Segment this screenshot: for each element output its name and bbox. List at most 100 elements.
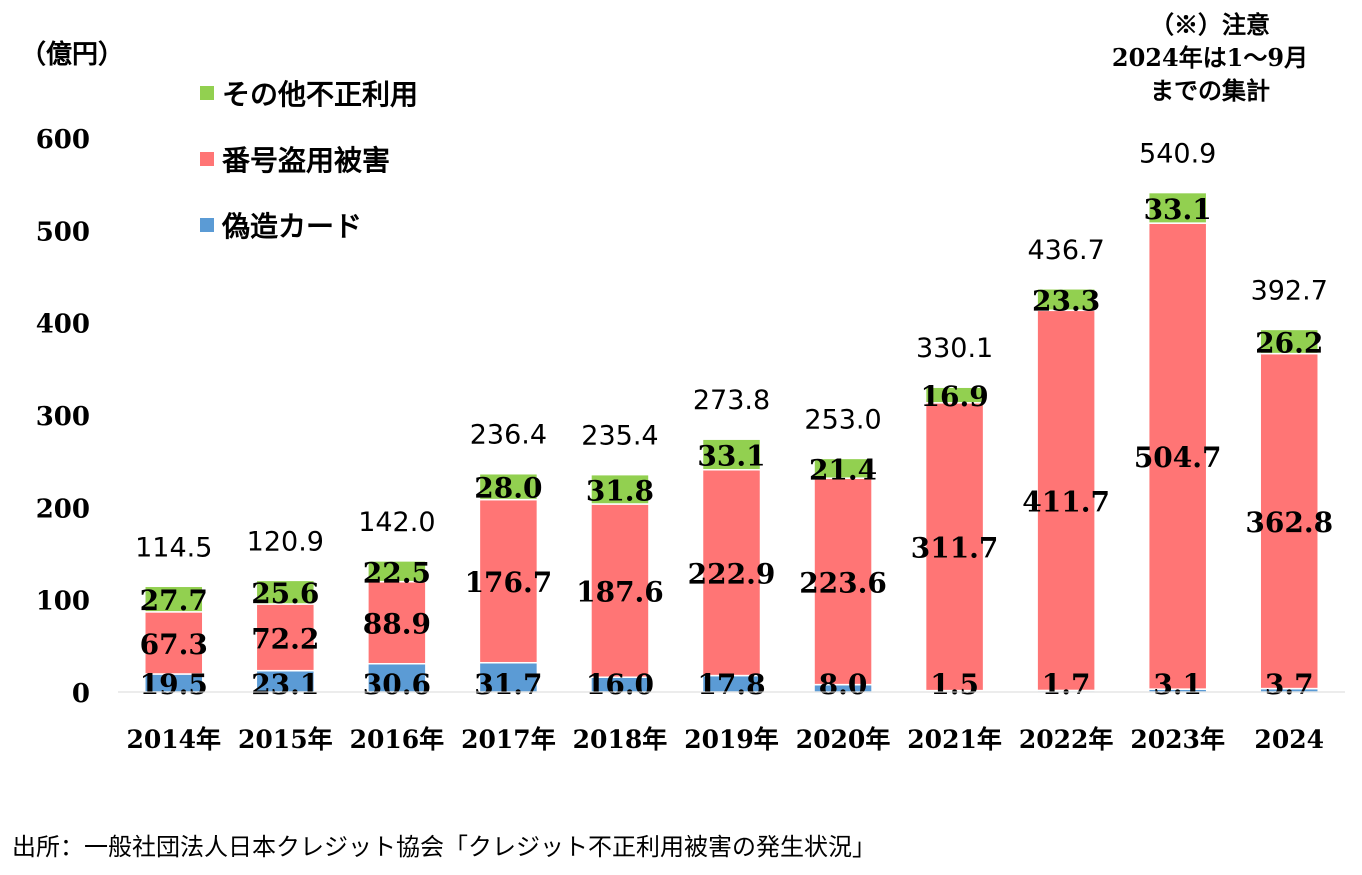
legend-label-counterfeit: 偽造カード — [222, 210, 363, 243]
bar-segment — [255, 579, 316, 605]
x-category-label: 2018年 — [573, 725, 668, 754]
segment-value-label: 27.7 — [140, 584, 208, 617]
total-value-label: 392.7 — [1251, 275, 1328, 306]
segment-value-label: 67.3 — [140, 628, 208, 661]
segment-value-label: 30.6 — [363, 668, 431, 701]
segment-value-label: 504.7 — [1134, 441, 1222, 474]
segment-value-label: 223.6 — [799, 566, 887, 599]
total-value-label: 235.4 — [581, 421, 658, 452]
segment-value-label: 28.0 — [474, 472, 542, 505]
total-value-label: 120.9 — [247, 526, 324, 557]
segment-value-label: 19.5 — [140, 668, 208, 701]
bar-segment — [367, 580, 427, 665]
y-tick-label: 0 — [72, 679, 90, 709]
segment-value-label: 23.3 — [1032, 285, 1100, 318]
y-tick-label: 200 — [36, 494, 90, 524]
segment-value-label: 187.6 — [576, 576, 664, 609]
y-tick-label: 100 — [36, 587, 90, 617]
total-value-label: 330.1 — [916, 333, 993, 364]
bar-segment — [478, 472, 539, 501]
bar-segment — [367, 560, 427, 583]
total-value-label: 142.0 — [358, 507, 435, 538]
segment-value-label: 21.4 — [809, 453, 877, 486]
legend-item-other: その他不正利用 — [200, 60, 418, 126]
legend: その他不正利用 番号盗用被害 偽造カード — [200, 60, 418, 258]
segment-value-label: 3.7 — [1265, 668, 1314, 701]
x-category-label: 2022年 — [1019, 725, 1114, 754]
total-value-label: 436.7 — [1027, 235, 1104, 266]
source-note: 出所：一般社団法人日本クレジット協会「クレジット不正利用被害の発生状況」 — [12, 833, 876, 861]
bar-segment — [590, 503, 650, 678]
total-value-label: 253.0 — [804, 404, 881, 435]
bar-segment — [255, 603, 316, 672]
legend-item-number-theft: 番号盗用被害 — [200, 126, 418, 192]
segment-value-label: 8.0 — [819, 668, 868, 701]
segment-value-label: 72.2 — [251, 622, 319, 655]
segment-value-label: 1.7 — [1042, 668, 1091, 701]
x-category-label: 2015年 — [238, 725, 333, 754]
legend-swatch-number-theft — [200, 152, 214, 166]
segment-value-label: 222.9 — [688, 558, 776, 591]
y-tick-label: 500 — [36, 217, 90, 247]
bar-segment — [701, 438, 762, 471]
x-category-label: 2014年 — [126, 725, 221, 754]
segment-value-label: 411.7 — [1022, 485, 1110, 518]
bar-segment — [590, 473, 650, 505]
x-category-label: 2024 — [1254, 725, 1324, 754]
note-line-2: 2024年は1～9月 — [1111, 43, 1309, 72]
x-category-label: 2020年 — [796, 725, 891, 754]
bar-segment — [1259, 328, 1319, 355]
y-axis-unit-label: （億円） — [20, 40, 125, 70]
segment-value-label: 22.5 — [363, 556, 431, 589]
segment-value-label: 311.7 — [911, 532, 999, 565]
legend-swatch-other — [200, 86, 214, 100]
segment-value-label: 25.6 — [251, 577, 319, 610]
bar-segment — [813, 457, 873, 479]
bar-segment — [144, 611, 204, 675]
segment-value-label: 33.1 — [697, 439, 765, 472]
bar-segment — [1147, 191, 1208, 224]
y-tick-label: 400 — [36, 310, 90, 340]
note-box: （※）注意 2024年は1～9月 までの集計 — [1080, 8, 1340, 107]
segment-value-label: 3.1 — [1153, 668, 1202, 701]
y-tick-label: 300 — [36, 402, 90, 432]
y-tick-label: 600 — [36, 125, 90, 155]
x-category-label: 2023年 — [1130, 725, 1225, 754]
segment-value-label: 16.9 — [920, 380, 988, 413]
bar-segment — [924, 402, 985, 692]
bar-segment — [1147, 222, 1208, 690]
note-line-3: までの集計 — [1150, 76, 1270, 105]
legend-swatch-counterfeit — [200, 218, 214, 232]
total-value-label: 236.4 — [470, 420, 547, 451]
legend-label-number-theft: 番号盗用被害 — [222, 144, 391, 177]
total-value-label: 114.5 — [135, 532, 212, 563]
legend-item-counterfeit: 偽造カード — [200, 192, 418, 258]
segment-value-label: 31.8 — [586, 474, 654, 507]
bar-segment — [1036, 309, 1096, 692]
segment-value-label: 16.0 — [586, 668, 654, 701]
bar-segment — [1259, 352, 1319, 690]
bar-segment — [924, 386, 985, 404]
segment-value-label: 88.9 — [363, 608, 431, 641]
x-category-label: 2017年 — [461, 725, 556, 754]
bar-segment — [813, 477, 873, 686]
total-value-label: 540.9 — [1139, 139, 1216, 170]
x-category-label: 2021年 — [907, 725, 1002, 754]
segment-value-label: 176.7 — [465, 566, 553, 599]
segment-value-label: 23.1 — [251, 668, 319, 701]
segment-value-label: 33.1 — [1144, 193, 1212, 226]
bar-segment — [1036, 288, 1096, 312]
segment-value-label: 17.8 — [697, 668, 765, 701]
note-line-1: （※）注意 — [1150, 10, 1270, 39]
segment-value-label: 1.5 — [930, 668, 979, 701]
x-category-label: 2019年 — [684, 725, 779, 754]
x-category-label: 2016年 — [350, 725, 445, 754]
bar-segment — [478, 498, 539, 664]
segment-value-label: 362.8 — [1245, 506, 1333, 539]
segment-value-label: 26.2 — [1255, 327, 1323, 360]
bar-segment — [367, 662, 427, 693]
legend-label-other: その他不正利用 — [222, 78, 419, 111]
segment-value-label: 31.7 — [474, 668, 542, 701]
